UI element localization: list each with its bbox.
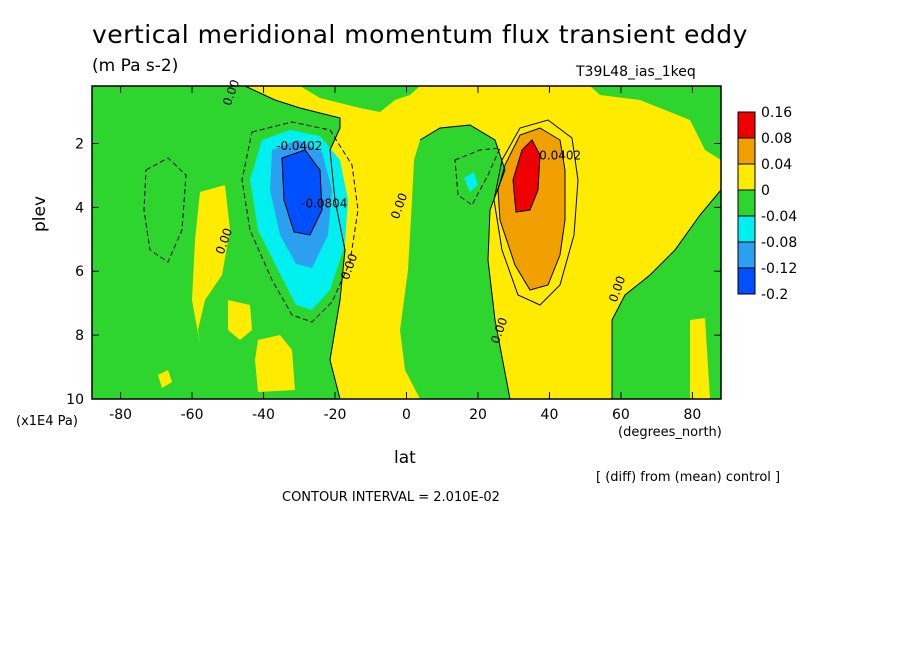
legend-label: -0.12 [761, 261, 797, 277]
x-axis-unit: (degrees_north) [618, 425, 722, 440]
y-tick-label: 2 [75, 136, 84, 152]
legend-swatch [737, 111, 756, 139]
y-tick-label: 10 [66, 392, 84, 408]
field-green-east-top [590, 86, 721, 160]
contour-zero-line [611, 189, 721, 399]
contour-zero-line [244, 86, 346, 399]
contour-fills [92, 86, 721, 399]
legend-label: 0.16 [761, 105, 792, 121]
contour-neg-dashed [454, 147, 501, 206]
legend-label: 0.08 [761, 131, 792, 147]
x-tick-label: 20 [469, 407, 487, 423]
diff-note: [ (diff) from (mean) control ] [596, 470, 781, 485]
x-tick-label: -80 [109, 407, 132, 423]
contour-pos-line [493, 119, 579, 306]
contour-pos-line [512, 139, 541, 213]
chart-units: (m Pa s-2) [92, 56, 179, 76]
colorbar-legend: 0.16 0.08 0.04 0 -0.04 -0.08 -0.12 -0.2 [737, 105, 797, 303]
field-blue-west [282, 150, 322, 235]
axes: -80 -60 -40 -20 0 20 40 60 80 2 4 6 8 10 [66, 86, 721, 423]
chart-title: vertical meridional momentum flux transi… [92, 20, 748, 49]
y-axis-unit: (x1E4 Pa) [16, 414, 78, 429]
x-axis-label: lat [394, 448, 416, 468]
legend-swatch [737, 241, 756, 269]
field-cyan-small [464, 172, 478, 192]
contour-interval: CONTOUR INTERVAL = 2.010E-02 [282, 490, 500, 505]
legend-label: -0.04 [761, 209, 797, 225]
run-id: T39L48_ias_1keq [576, 64, 696, 80]
x-tick-label: 0 [402, 407, 411, 423]
legend-swatch [737, 189, 756, 217]
legend-label: -0.08 [761, 235, 797, 251]
contour-value-label: -0.0402 [276, 139, 322, 153]
legend-swatch [737, 137, 756, 165]
x-tick-label: -40 [252, 407, 275, 423]
y-tick-label: 8 [75, 328, 84, 344]
legend-swatch [737, 267, 756, 295]
y-tick-label: 6 [75, 264, 84, 280]
field-green-central [400, 125, 510, 399]
legend-label: -0.2 [761, 287, 788, 303]
x-tick-label: 40 [541, 407, 559, 423]
legend-label: 0.04 [761, 157, 792, 173]
contour-value-label: 0.0402 [539, 148, 581, 162]
contour-neg-dashed [241, 121, 359, 323]
contour-zero-line [419, 124, 511, 399]
field-yellow-center [340, 270, 380, 399]
x-tick-label: 80 [683, 407, 701, 423]
x-tick-label: -60 [181, 407, 204, 423]
field-yellow-small-b [690, 318, 710, 399]
contour-pos-line [497, 127, 566, 291]
legend-label: 0 [761, 183, 770, 199]
contour-value-label: -0.0804 [301, 196, 347, 210]
contour-neg-dashed [143, 157, 187, 263]
field-yellow-bottom-a [255, 335, 295, 392]
field-yellow-small-a [158, 370, 172, 388]
legend-swatch [737, 163, 756, 191]
field-orange-east [498, 128, 565, 290]
legend-swatch [737, 215, 756, 243]
field-green-top [300, 86, 420, 112]
x-tick-label: 60 [612, 407, 630, 423]
y-tick-label: 4 [75, 200, 84, 216]
contour-neg-line [281, 149, 323, 236]
contour-lines [143, 86, 721, 399]
field-yellow-west-b [228, 300, 252, 340]
field-yellow-west-a [192, 185, 230, 345]
x-tick-label: -20 [324, 407, 347, 423]
